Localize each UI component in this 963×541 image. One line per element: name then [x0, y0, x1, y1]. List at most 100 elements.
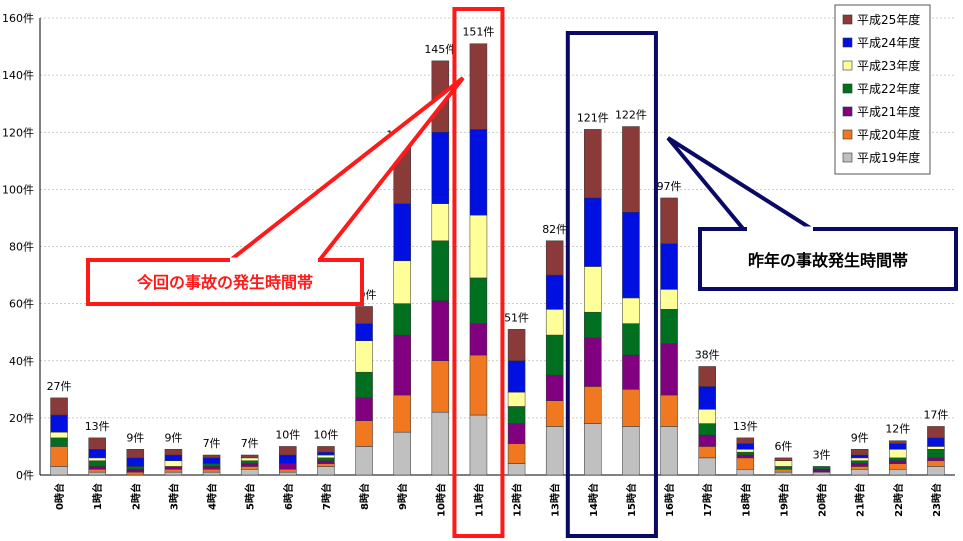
bar-segment	[660, 309, 678, 344]
bar-segment	[279, 469, 297, 473]
callout-text-current: 今回の事故の発生時間帯	[136, 273, 313, 292]
bar-segment	[927, 466, 945, 476]
bar-segment	[622, 211, 640, 299]
y-tick-label: 40件	[9, 355, 34, 368]
bar-segment	[507, 423, 526, 444]
bar-segment	[774, 471, 793, 476]
x-tick-label: 10時台	[434, 483, 447, 517]
bar-segment	[355, 397, 373, 421]
bar-segment	[88, 469, 106, 473]
x-tick-label: 16時台	[663, 483, 676, 517]
bar-segment	[126, 471, 145, 476]
bar-segment	[355, 371, 373, 399]
bar-segment	[469, 354, 488, 416]
legend-swatch	[842, 106, 853, 117]
bar-segment	[698, 366, 716, 387]
bar-segment	[164, 460, 183, 467]
bar-segment	[545, 240, 564, 276]
x-tick-label: 17時台	[701, 483, 714, 517]
bar-segment	[240, 469, 259, 476]
bar-segment	[507, 391, 526, 407]
bar-segment	[50, 414, 68, 433]
bar-segment	[431, 411, 450, 476]
bar-segment	[584, 423, 602, 476]
bar-segment	[469, 323, 488, 356]
bar-segment	[317, 463, 335, 467]
bar-segment	[584, 197, 602, 267]
bar-segment	[88, 449, 106, 459]
x-tick-label: 14時台	[587, 483, 600, 517]
legend-label: 平成19年度	[857, 150, 920, 165]
total-label: 145件	[424, 43, 456, 56]
bar-segment	[393, 431, 411, 476]
total-label: 13件	[733, 420, 758, 433]
bar-segment	[850, 469, 869, 476]
bar-segment	[431, 240, 450, 302]
callout-box-last-year	[698, 227, 958, 291]
bar-segment	[88, 437, 106, 450]
bar-segment	[736, 437, 755, 444]
x-tick-label: 20時台	[816, 483, 829, 517]
bar-segment	[393, 334, 411, 396]
bar-segment	[202, 463, 221, 467]
y-tick-label: 160件	[2, 12, 34, 25]
callout-pointer-last-year	[666, 136, 822, 233]
bar-segment	[889, 443, 907, 450]
x-tick-label: 13時台	[549, 483, 562, 517]
x-tick-label: 3時台	[167, 483, 180, 510]
bar-segment	[545, 426, 564, 476]
y-tick-label: 60件	[9, 298, 34, 311]
bar-segment	[774, 466, 793, 470]
total-label: 9件	[126, 431, 144, 444]
bar-segment	[698, 423, 716, 436]
x-tick-label: 12時台	[511, 483, 524, 517]
bar-segment	[164, 471, 183, 476]
bar-segment	[812, 469, 831, 473]
bar-segment	[431, 360, 450, 413]
annotations: 今回の事故の発生時間帯 昨年の事故発生時間帯	[86, 7, 958, 538]
total-label: 51件	[504, 311, 529, 324]
bar-segment	[698, 386, 716, 410]
bar-segment	[202, 454, 221, 459]
bar-segment	[889, 449, 907, 459]
bar-segment	[660, 426, 678, 476]
bar-segment	[279, 463, 297, 470]
bar-segment	[545, 309, 564, 336]
bar-segment	[355, 306, 373, 324]
total-label: 82件	[542, 223, 567, 236]
bar-segment	[393, 260, 411, 304]
bar-segment	[927, 449, 945, 459]
bar-segment	[622, 426, 640, 476]
bar-segment	[240, 454, 259, 459]
legend-label: 平成20年度	[857, 127, 920, 142]
bar-segment	[927, 460, 945, 467]
bar-segment	[469, 43, 488, 130]
bar-segment	[164, 469, 183, 473]
bar-segment	[126, 469, 145, 473]
bar-segment	[507, 463, 526, 476]
bar-segment	[850, 454, 869, 459]
x-tick-label: 18時台	[739, 483, 752, 517]
total-label: 7件	[203, 437, 221, 450]
bar-segment	[545, 274, 564, 310]
legend-swatch	[842, 83, 853, 94]
bar-segment	[240, 457, 259, 461]
bar-segment	[889, 460, 907, 464]
x-tick-label: 4時台	[206, 483, 219, 510]
bar-segment	[850, 460, 869, 464]
bar-segment	[622, 354, 640, 390]
bar-segment	[355, 446, 373, 476]
bar-segment	[507, 360, 526, 393]
bar-segment	[736, 449, 755, 453]
bar-segment	[889, 457, 907, 461]
bar-segment	[660, 343, 678, 396]
x-tick-label: 19時台	[777, 483, 790, 517]
bar-segment	[279, 471, 297, 476]
bar-segment	[164, 449, 183, 456]
y-tick-label: 80件	[9, 241, 34, 254]
bar-segment	[736, 454, 755, 459]
legend-label: 平成21年度	[857, 104, 920, 119]
y-tick-label: 120件	[2, 126, 34, 139]
bar-segment	[889, 440, 907, 444]
